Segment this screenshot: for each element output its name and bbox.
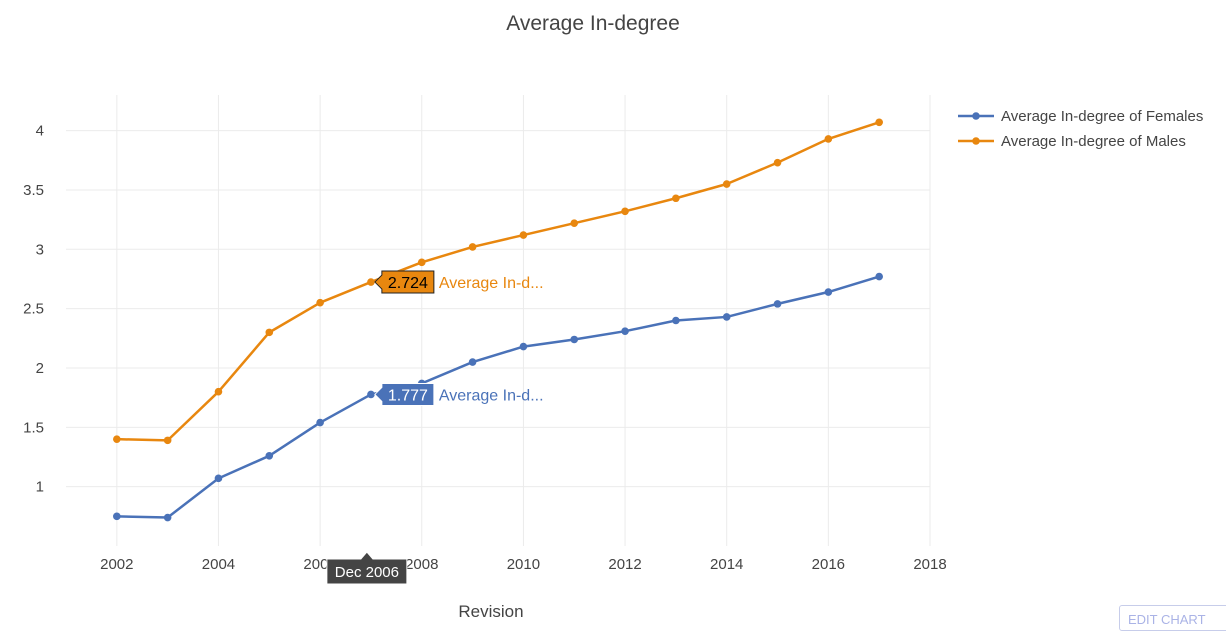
- data-point[interactable]: [214, 387, 223, 396]
- data-point[interactable]: [113, 512, 121, 521]
- series-plot: [113, 118, 883, 522]
- legend[interactable]: Average In-degree of Females Average In-d…: [958, 108, 1203, 150]
- x-tick-label: 2010: [507, 556, 540, 573]
- hover-label: 2.724 Average In-d...: [374, 270, 544, 294]
- hover-value: 1.777: [388, 387, 428, 404]
- data-point[interactable]: [621, 207, 629, 216]
- hover-value: 2.724: [388, 275, 428, 292]
- x-axis-label: Revision: [458, 602, 523, 621]
- x-tick-label: 2004: [202, 556, 235, 573]
- data-point[interactable]: [265, 328, 274, 337]
- data-point[interactable]: [367, 390, 375, 399]
- hover-series-name: Average In-d...: [439, 387, 544, 404]
- data-point[interactable]: [875, 118, 883, 127]
- data-point[interactable]: [722, 180, 731, 188]
- x-tick-label: 2002: [100, 556, 133, 573]
- data-point[interactable]: [367, 278, 375, 286]
- data-point[interactable]: [316, 298, 324, 307]
- data-point[interactable]: [519, 342, 528, 351]
- hover-series-name: Average In-d...: [439, 275, 544, 292]
- legend-item-2[interactable]: Average In-degree of Males: [958, 133, 1186, 150]
- data-point[interactable]: [570, 335, 579, 344]
- hover-tooltips: 2.724 Average In-d... 1.777 Average In-d...…: [326, 270, 544, 585]
- data-point[interactable]: [570, 219, 579, 227]
- x-tick-label: 2012: [608, 556, 641, 573]
- data-point[interactable]: [824, 135, 833, 143]
- data-point[interactable]: [519, 231, 528, 239]
- data-point[interactable]: [214, 474, 223, 483]
- data-point[interactable]: [163, 436, 172, 445]
- data-point[interactable]: [316, 418, 324, 427]
- y-tick-label: 3.5: [23, 182, 44, 199]
- data-point[interactable]: [468, 358, 477, 366]
- legend-marker: [972, 112, 980, 120]
- x-tick-label: 2016: [812, 556, 845, 573]
- data-point[interactable]: [672, 316, 680, 325]
- x-tick-label: 2014: [710, 556, 743, 573]
- data-point[interactable]: [773, 300, 782, 308]
- hover-x-label-text: Dec 2006: [335, 564, 399, 581]
- series-line-1: [116, 275, 880, 519]
- grid-lines: [66, 95, 931, 546]
- axes: 2002 2004 2006 2008 2010 2012 2014 2016 201811.5…: [23, 123, 947, 573]
- data-point[interactable]: [417, 258, 426, 267]
- y-tick-label: 4: [36, 123, 44, 140]
- data-point[interactable]: [824, 288, 833, 296]
- series-line-2: [116, 121, 880, 442]
- data-point[interactable]: [163, 513, 172, 522]
- x-tick-label: 2008: [405, 556, 438, 573]
- legend-label: Average In-degree of Males: [1001, 133, 1186, 150]
- hover-label: 1.777 Average In-d...: [374, 382, 544, 406]
- edit-chart-button[interactable]: EDIT CHART: [1119, 605, 1226, 631]
- data-point[interactable]: [722, 313, 731, 321]
- legend-label: Average In-degree of Females: [1001, 108, 1203, 125]
- y-tick-label: 3: [36, 241, 44, 258]
- data-point[interactable]: [113, 435, 121, 443]
- y-tick-label: 1.5: [23, 419, 44, 436]
- y-tick-label: 1: [36, 479, 44, 496]
- y-tick-label: 2.5: [23, 301, 44, 318]
- legend-item-1[interactable]: Average In-degree of Females: [958, 108, 1203, 125]
- data-point[interactable]: [468, 243, 477, 251]
- chart-title: Average In-degree: [506, 12, 680, 35]
- data-point[interactable]: [265, 452, 274, 460]
- legend-marker: [972, 137, 980, 145]
- data-point[interactable]: [773, 158, 782, 167]
- x-tick-label: 2018: [913, 556, 946, 573]
- data-point[interactable]: [672, 194, 680, 203]
- hover-label-box: [374, 270, 435, 294]
- hover-x-label-box: [326, 551, 408, 585]
- data-point[interactable]: [621, 327, 629, 335]
- y-tick-label: 2: [36, 360, 44, 377]
- hover-label-box: [374, 382, 435, 406]
- data-point[interactable]: [875, 272, 883, 281]
- hover-x-label: Dec 2006: [326, 551, 408, 585]
